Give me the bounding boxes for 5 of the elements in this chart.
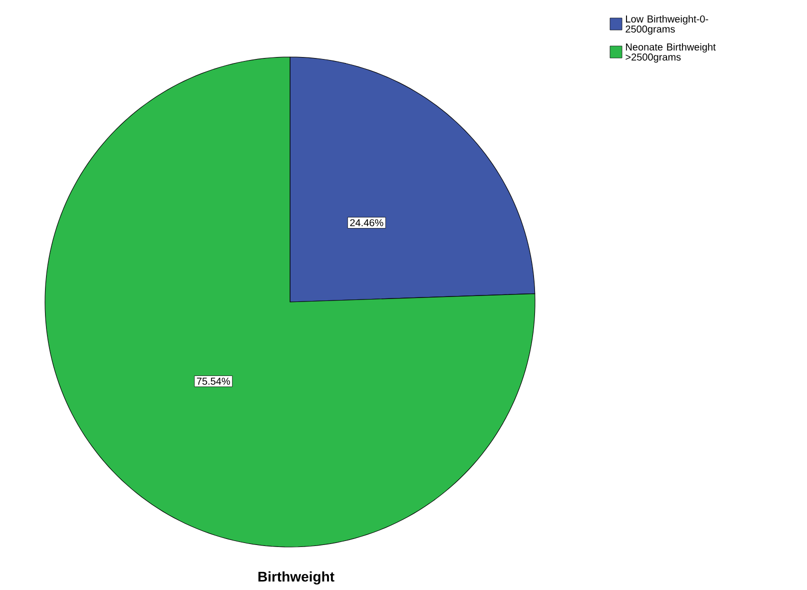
legend-label: Low Birthweight-0-2500grams: [626, 15, 708, 35]
text: Birthweight: [258, 571, 334, 584]
data-label: 24.46%: [350, 219, 384, 226]
data-label: 75.54%: [196, 378, 230, 385]
legend-label: Neonate Birthweight >2500grams: [626, 43, 716, 63]
